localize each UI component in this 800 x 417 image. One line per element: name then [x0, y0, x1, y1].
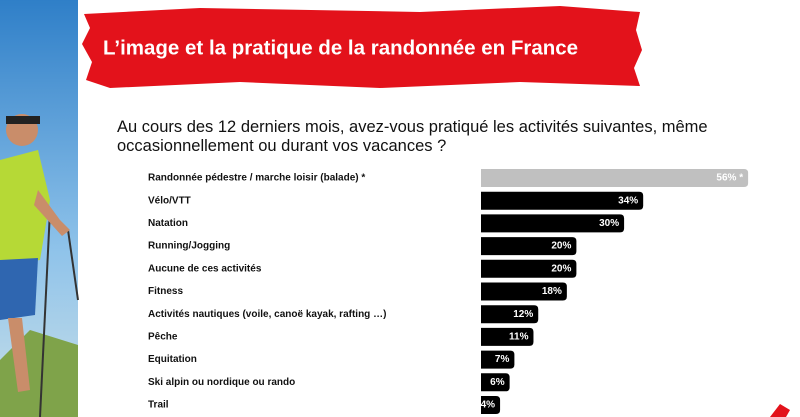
value-label: 11% — [509, 332, 529, 343]
value-label: 20% — [551, 241, 571, 252]
value-label: 30% — [599, 218, 619, 229]
category-label: Vélo/VTT — [148, 195, 191, 206]
question-line: Au cours des 12 derniers mois, avez-vous… — [117, 118, 708, 136]
bar — [481, 169, 749, 187]
title-banner — [82, 6, 642, 88]
question-line: occasionnellement ou durant vos vacances… — [117, 137, 447, 155]
category-label: Trail — [148, 400, 169, 411]
value-label: 20% — [551, 263, 571, 274]
value-label: 18% — [542, 286, 562, 297]
category-label: Aucune de ces activités — [148, 263, 262, 274]
bar — [481, 237, 577, 256]
value-label: 4% — [481, 400, 496, 411]
bar — [481, 259, 577, 278]
value-label: 6% — [490, 377, 505, 388]
category-label: Activités nautiques (voile, canoë kayak,… — [148, 309, 386, 320]
category-label: Running/Jogging — [148, 241, 230, 252]
bar — [481, 305, 539, 324]
chart-title: L’image et la pratique de la randonnée e… — [103, 36, 578, 59]
bar — [481, 282, 567, 301]
category-label: Natation — [148, 218, 188, 229]
bar — [481, 373, 510, 392]
value-label: 34% — [618, 195, 638, 206]
hiker-photo — [0, 0, 79, 417]
bar — [481, 327, 534, 346]
value-label: 7% — [495, 354, 510, 365]
bar — [481, 350, 515, 369]
corner-decoration — [770, 404, 790, 417]
value-label: 12% — [513, 309, 533, 320]
category-label: Equitation — [148, 354, 197, 365]
bar — [481, 214, 625, 233]
category-label: Ski alpin ou nordique ou rando — [148, 377, 295, 388]
category-label: Randonnée pédestre / marche loisir (bala… — [148, 173, 365, 184]
value-label: 56% * — [716, 173, 743, 184]
bar — [481, 396, 501, 414]
category-label: Fitness — [148, 286, 183, 297]
bar — [481, 191, 644, 210]
category-label: Pêche — [148, 332, 178, 343]
